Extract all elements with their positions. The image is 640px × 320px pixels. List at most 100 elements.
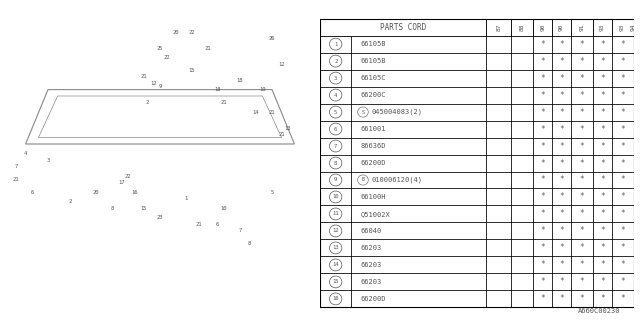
Text: *: * (620, 294, 625, 303)
Text: 66203: 66203 (361, 279, 382, 285)
Text: 6: 6 (334, 126, 337, 132)
Text: *: * (600, 244, 605, 252)
Text: *: * (540, 108, 545, 116)
Text: *: * (600, 193, 605, 202)
Text: 66040: 66040 (361, 228, 382, 234)
Text: *: * (559, 158, 564, 167)
Text: *: * (600, 74, 605, 83)
Text: *: * (620, 74, 625, 83)
Text: 6: 6 (216, 221, 220, 227)
Text: *: * (620, 40, 625, 49)
Text: 14: 14 (332, 262, 339, 268)
Text: *: * (600, 124, 605, 133)
Text: 86636D: 86636D (361, 143, 387, 149)
Text: *: * (580, 227, 584, 236)
Text: 18: 18 (214, 87, 221, 92)
Text: 5: 5 (270, 189, 274, 195)
Text: 21: 21 (195, 221, 202, 227)
Text: 21: 21 (205, 45, 211, 51)
Text: 045004083(2): 045004083(2) (371, 109, 422, 115)
Text: 21: 21 (278, 132, 285, 137)
Text: *: * (559, 57, 564, 66)
Text: *: * (620, 158, 625, 167)
Text: 22: 22 (163, 55, 170, 60)
Text: 90: 90 (540, 23, 545, 31)
Text: *: * (559, 91, 564, 100)
Text: *: * (600, 91, 605, 100)
Text: *: * (559, 277, 564, 286)
Text: *: * (600, 158, 605, 167)
Text: 21: 21 (13, 177, 19, 182)
Text: B: B (362, 178, 364, 182)
Text: 66200D: 66200D (361, 160, 387, 166)
Text: *: * (580, 91, 584, 100)
Text: 14: 14 (253, 109, 259, 115)
Text: *: * (580, 74, 584, 83)
Text: *: * (620, 227, 625, 236)
Text: *: * (600, 57, 605, 66)
Text: *: * (559, 74, 564, 83)
Text: 8: 8 (248, 241, 252, 246)
Text: 16: 16 (131, 189, 138, 195)
Text: 3: 3 (46, 157, 50, 163)
Text: 9: 9 (158, 84, 162, 89)
Text: *: * (540, 141, 545, 150)
Text: *: * (620, 210, 625, 219)
Text: 94: 94 (631, 23, 636, 31)
Text: 10: 10 (332, 195, 339, 199)
Text: *: * (559, 124, 564, 133)
Text: 9: 9 (334, 178, 337, 182)
Text: 2: 2 (334, 59, 337, 64)
Text: 010006120(4): 010006120(4) (371, 177, 422, 183)
Text: *: * (540, 244, 545, 252)
Text: 21: 21 (269, 109, 275, 115)
Text: 66105C: 66105C (361, 75, 387, 81)
Text: 7: 7 (334, 144, 337, 148)
Text: 22: 22 (125, 173, 131, 179)
Text: *: * (540, 175, 545, 185)
Text: 21: 21 (221, 100, 227, 105)
Text: 7: 7 (238, 228, 242, 233)
Text: *: * (620, 108, 625, 116)
Text: *: * (559, 108, 564, 116)
Text: 66105B: 66105B (361, 41, 387, 47)
Text: *: * (580, 141, 584, 150)
Text: *: * (559, 294, 564, 303)
Text: 91: 91 (579, 23, 584, 31)
Text: 4: 4 (334, 92, 337, 98)
Text: *: * (559, 175, 564, 185)
Text: *: * (580, 175, 584, 185)
Text: *: * (620, 141, 625, 150)
Text: 5: 5 (334, 109, 337, 115)
Text: 66203: 66203 (361, 245, 382, 251)
Text: *: * (620, 193, 625, 202)
Text: *: * (540, 158, 545, 167)
Text: 93: 93 (600, 23, 605, 31)
Text: *: * (580, 108, 584, 116)
Text: *: * (580, 244, 584, 252)
Text: 16: 16 (332, 296, 339, 301)
Text: 6: 6 (30, 189, 34, 195)
Text: 66100H: 66100H (361, 194, 387, 200)
Text: 7: 7 (14, 164, 18, 169)
Text: *: * (580, 260, 584, 269)
Text: *: * (600, 175, 605, 185)
Text: 12: 12 (278, 61, 285, 67)
Text: *: * (540, 124, 545, 133)
Text: 15: 15 (189, 68, 195, 73)
Text: *: * (620, 91, 625, 100)
Text: *: * (540, 227, 545, 236)
Text: 8: 8 (110, 205, 114, 211)
Text: 20: 20 (173, 29, 179, 35)
Text: 15: 15 (332, 279, 339, 284)
Text: *: * (600, 294, 605, 303)
Text: *: * (600, 108, 605, 116)
Text: 13: 13 (332, 245, 339, 251)
Text: *: * (580, 294, 584, 303)
Text: *: * (600, 260, 605, 269)
Text: *: * (580, 57, 584, 66)
Text: A660C00230: A660C00230 (579, 308, 621, 314)
Text: *: * (540, 91, 545, 100)
Text: *: * (580, 158, 584, 167)
Text: *: * (559, 210, 564, 219)
